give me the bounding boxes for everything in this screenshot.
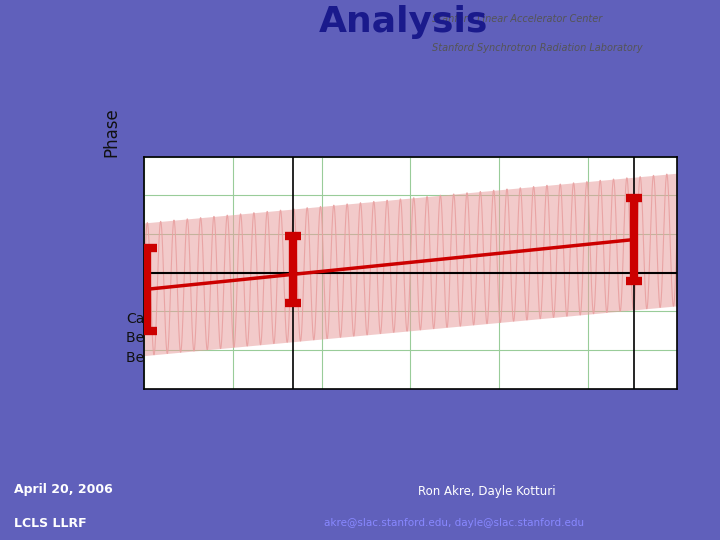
Text: Analysis: Analysis [318, 5, 488, 39]
Text: Stanford Linear Accelerator Center: Stanford Linear Accelerator Center [432, 14, 602, 24]
Text: Time: Time [383, 267, 423, 286]
Text: April 20, 2006: April 20, 2006 [14, 483, 113, 496]
Text: Calculated
Beam Phase at
Beam Time: Calculated Beam Phase at Beam Time [126, 312, 230, 365]
Text: Ron Akre, Dayle Kotturi: Ron Akre, Dayle Kotturi [418, 485, 555, 498]
Text: akre@slac.stanford.edu, dayle@slac.stanford.edu: akre@slac.stanford.edu, dayle@slac.stanf… [324, 518, 584, 528]
Text: Phase: Phase [102, 107, 121, 157]
Text: Measured
Data
Point 1: Measured Data Point 1 [299, 312, 366, 365]
Text: LCLS LLRF: LCLS LLRF [14, 517, 87, 530]
Text: Stanford Synchrotron Radiation Laboratory: Stanford Synchrotron Radiation Laborator… [432, 43, 643, 52]
Text: Measured
Data
Point 2: Measured Data Point 2 [554, 312, 622, 365]
